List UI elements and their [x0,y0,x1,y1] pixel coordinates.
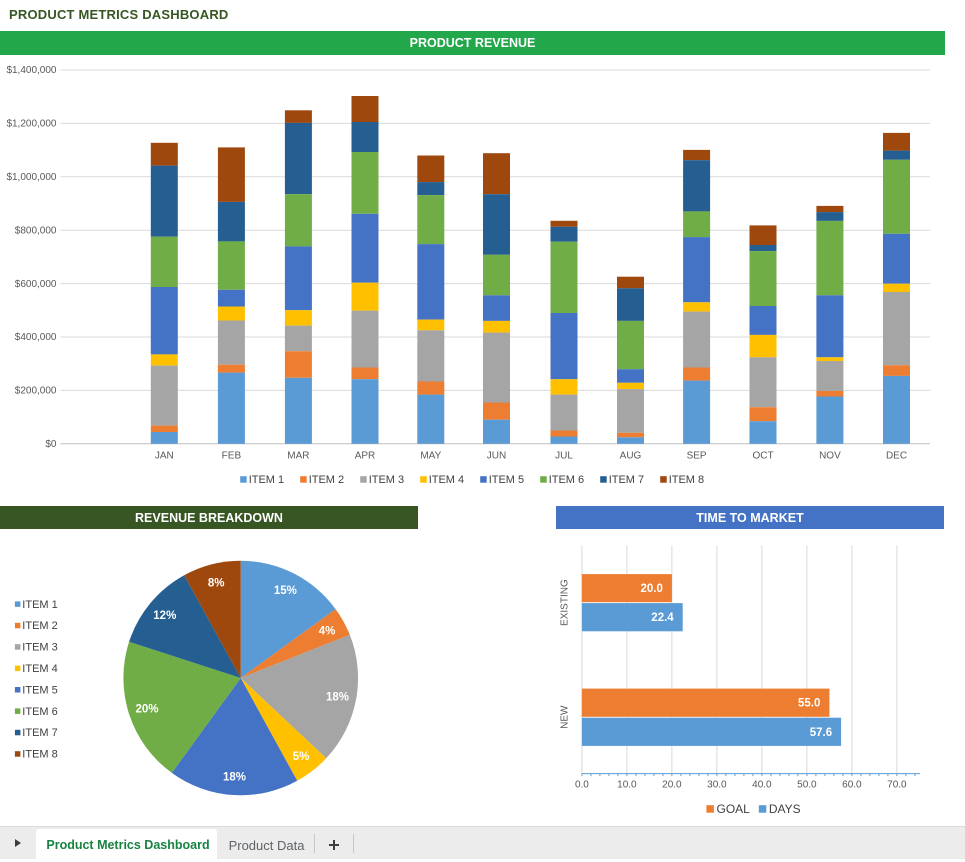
svg-text:ITEM 4: ITEM 4 [22,663,57,675]
svg-text:40.0: 40.0 [752,780,772,791]
svg-text:18%: 18% [223,771,246,783]
svg-text:60.0: 60.0 [842,780,862,791]
svg-text:OCT: OCT [752,451,773,462]
svg-text:ITEM 1: ITEM 1 [249,474,284,486]
svg-text:20.0: 20.0 [641,583,663,595]
svg-text:8%: 8% [208,578,225,590]
svg-text:15%: 15% [274,585,297,597]
svg-text:$600,000: $600,000 [15,279,57,290]
svg-text:$1,000,000: $1,000,000 [6,172,56,183]
svg-text:SEP: SEP [687,451,707,462]
svg-text:DAYS: DAYS [769,802,801,816]
svg-text:ITEM 7: ITEM 7 [22,727,57,739]
svg-text:5%: 5% [293,751,310,763]
svg-text:NEW: NEW [559,705,570,729]
svg-text:ITEM 7: ITEM 7 [609,474,644,486]
svg-text:$200,000: $200,000 [15,386,57,397]
svg-text:$0: $0 [45,439,57,450]
svg-text:ITEM 3: ITEM 3 [369,474,404,486]
svg-text:ITEM 3: ITEM 3 [22,642,57,654]
svg-text:AUG: AUG [620,451,642,462]
svg-text:18%: 18% [326,692,349,704]
svg-text:ITEM 6: ITEM 6 [22,706,57,718]
svg-text:57.6: 57.6 [810,727,832,739]
svg-text:12%: 12% [153,610,176,622]
svg-text:ITEM 4: ITEM 4 [429,474,464,486]
svg-text:ITEM 1: ITEM 1 [22,599,57,611]
svg-text:JAN: JAN [155,451,174,462]
svg-text:70.0: 70.0 [887,780,907,791]
svg-text:MAY: MAY [420,451,441,462]
svg-text:$1,400,000: $1,400,000 [6,65,56,76]
svg-text:DEC: DEC [886,451,907,462]
svg-text:4%: 4% [319,626,336,638]
svg-text:20%: 20% [135,703,158,715]
svg-text:0.0: 0.0 [575,780,589,791]
svg-text:ITEM 2: ITEM 2 [22,620,57,632]
svg-text:$800,000: $800,000 [15,225,57,236]
svg-text:30.0: 30.0 [707,780,727,791]
svg-text:50.0: 50.0 [797,780,817,791]
svg-text:ITEM 5: ITEM 5 [489,474,524,486]
svg-text:NOV: NOV [819,451,841,462]
svg-text:22.4: 22.4 [651,612,674,624]
svg-text:APR: APR [355,451,376,462]
svg-text:GOAL: GOAL [717,802,751,816]
svg-text:$400,000: $400,000 [15,332,57,343]
svg-text:MAR: MAR [287,451,309,462]
svg-text:JUL: JUL [555,451,573,462]
svg-text:ITEM 5: ITEM 5 [22,684,57,696]
svg-text:55.0: 55.0 [798,698,820,710]
svg-text:ITEM 8: ITEM 8 [22,749,57,761]
svg-text:FEB: FEB [222,451,242,462]
svg-text:$1,200,000: $1,200,000 [6,119,56,130]
svg-text:ITEM 8: ITEM 8 [669,474,704,486]
svg-text:ITEM 2: ITEM 2 [309,474,344,486]
svg-text:20.0: 20.0 [662,780,682,791]
svg-text:JUN: JUN [487,451,506,462]
svg-text:10.0: 10.0 [617,780,637,791]
svg-text:ITEM 6: ITEM 6 [549,474,584,486]
svg-text:EXISTING: EXISTING [559,579,570,626]
